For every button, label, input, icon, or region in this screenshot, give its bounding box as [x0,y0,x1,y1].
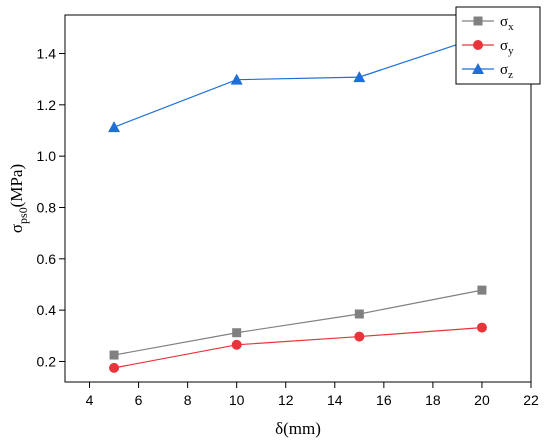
legend-marker [473,16,483,26]
x-tick-label: 8 [184,392,192,408]
plot-area [64,14,532,383]
x-axis-title-main: δ [275,419,283,438]
data-point-x [232,328,242,338]
legend-label-main: σ [500,14,508,30]
y-tick-label: 0.4 [37,302,57,318]
legend-entry-x: σx [462,14,514,33]
y-axis-title-main: σ [7,224,26,233]
data-point-y [109,362,120,373]
x-tick-label: 14 [327,392,343,408]
x-axis-title-unit: (mm) [283,419,321,438]
y-tick-label: 0.2 [37,353,57,369]
data-point-z [108,121,121,133]
y-tick-label: 0.8 [37,199,57,215]
series-line-z [113,35,483,128]
series-y [109,322,487,373]
legend-label-sub: x [508,21,514,33]
y-tick-label: 1.0 [37,148,57,164]
series-line-y [113,326,482,369]
y-tick-label: 1.4 [37,45,57,61]
data-point-x [109,350,119,360]
legend-label-sub: y [508,45,514,57]
series-z [108,30,488,133]
legend-label-sub: z [508,69,513,81]
data-point-y [354,331,365,342]
x-tick-label: 10 [229,392,245,408]
legend-label: σz [500,62,513,81]
x-axis-title: δ(mm) [275,419,321,438]
data-point-y [231,339,242,350]
data-point-z [230,73,243,85]
legend-label: σx [500,14,514,33]
x-axis: 4 6 8 10 12 14 16 18 20 22 [86,382,539,408]
data-point-x [354,309,364,319]
legend-marker [473,40,483,50]
x-tick-label: 16 [376,392,392,408]
x-tick-label: 18 [425,392,441,408]
x-tick-label: 12 [278,392,294,408]
y-axis-title: σps0(MPa) [7,164,30,233]
x-tick-label: 4 [86,392,94,408]
y-axis-title-sub: ps0 [16,207,30,224]
data-point-x [477,285,487,295]
y-axis: 0.2 0.4 0.6 0.8 1.0 1.2 1.4 [37,45,65,369]
x-tick-label: 6 [135,392,143,408]
series-line-x [113,289,483,356]
y-tick-label: 1.2 [37,97,57,113]
legend-marker [472,63,484,74]
legend-label-main: σ [500,62,508,78]
y-tick-label: 0.6 [37,251,57,267]
x-tick-label: 20 [474,392,490,408]
axes-frame [64,14,532,383]
series-x [109,285,487,360]
legend-label-main: σ [500,38,508,54]
legend-entry-y: σy [462,38,514,57]
x-tick-label: 22 [523,392,539,408]
legend-entry-z: σz [462,62,513,81]
legend-label: σy [500,38,514,57]
series-layer [108,30,488,373]
data-point-z [353,71,366,83]
y-axis-title-unit: (MPa) [7,164,26,207]
data-point-y [476,322,487,333]
